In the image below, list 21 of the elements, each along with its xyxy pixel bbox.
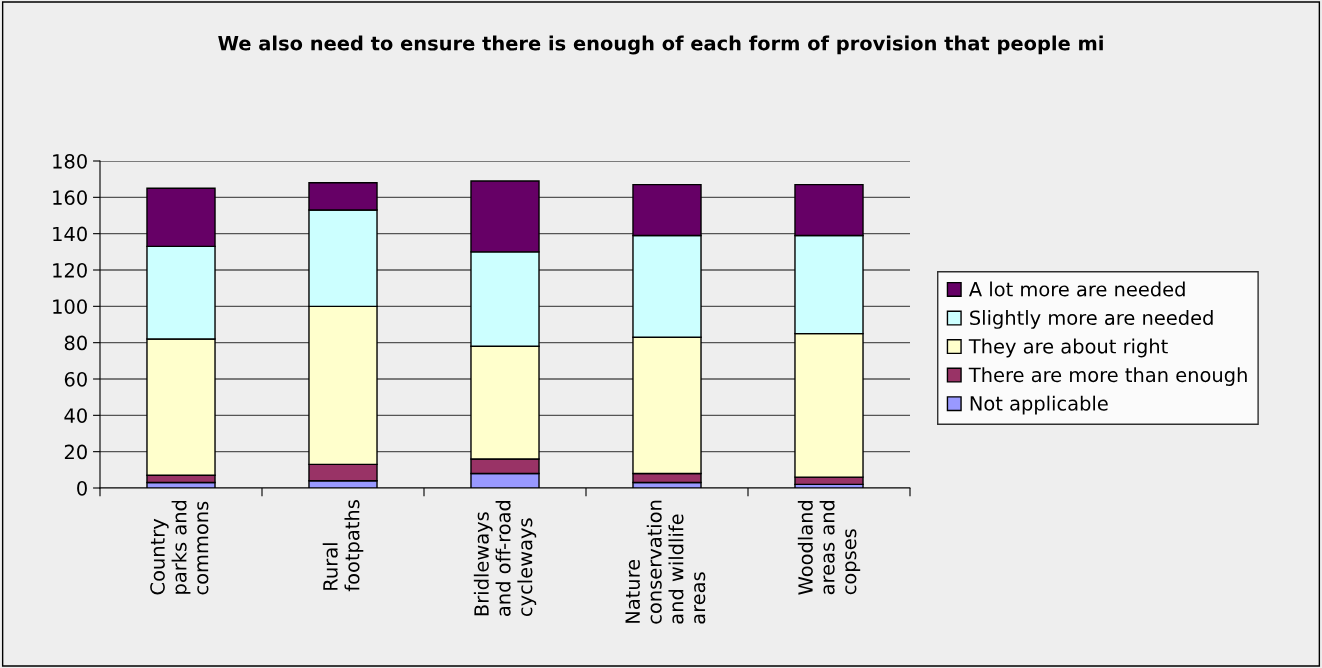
- x-tick-label: Bridleways and off-road cycleways: [473, 500, 537, 617]
- legend-label: There are more than enough: [968, 367, 1247, 386]
- y-tick-label: 40: [64, 408, 87, 423]
- y-tick-label: 0: [77, 480, 87, 496]
- y-tick-label: 180: [53, 153, 87, 169]
- x-tick-label: Nature conservation and wildlife areas: [625, 500, 706, 624]
- x-tick-label: Woodland areas and copses: [797, 500, 861, 595]
- y-tick-label: 120: [53, 262, 87, 278]
- y-tick-label: 140: [53, 226, 87, 242]
- legend-label: Not applicable: [970, 395, 1108, 415]
- legend-label: They are about right: [968, 338, 1168, 358]
- y-tick-label: 80: [64, 335, 87, 351]
- x-tick-label: Rural footpaths: [322, 500, 364, 592]
- chart-title: We also need to ensure there is enough of each form of provision that people mi: [218, 35, 1103, 55]
- legend-label: A lot more are needed: [968, 281, 1185, 297]
- y-tick-label: 20: [64, 444, 87, 460]
- x-tick-label: Country parks and commons: [150, 500, 209, 595]
- legend-label: Slightly more are needed: [970, 310, 1213, 329]
- y-tick-label: 60: [64, 371, 87, 387]
- y-tick-label: 100: [53, 299, 87, 314]
- y-tick-label: 160: [53, 190, 87, 205]
